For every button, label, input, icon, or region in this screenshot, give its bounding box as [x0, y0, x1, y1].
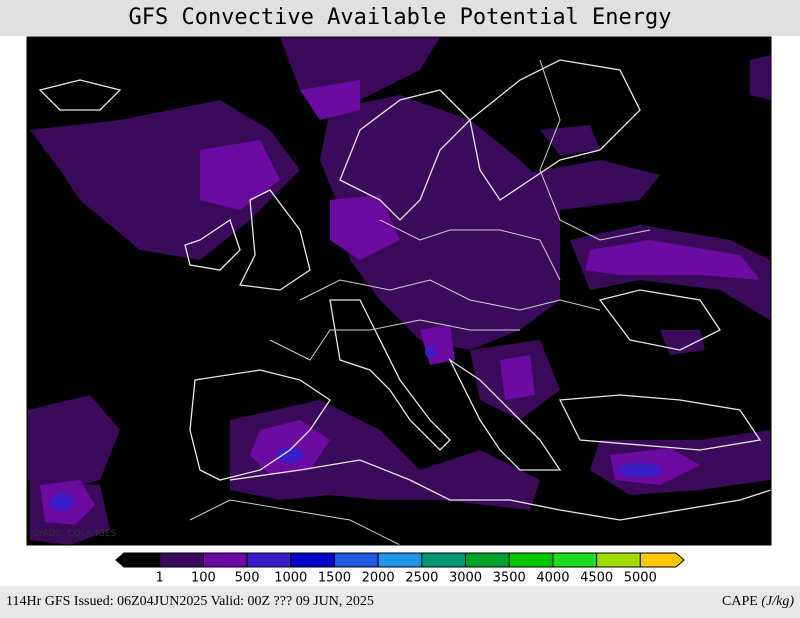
colorbar-segment	[421, 552, 467, 568]
watermark: GrADS: COLA/IGES	[32, 529, 116, 539]
colorbar: 1 100 500 1000 1500 2000 2500 3000 3500 4000 4500 5…	[115, 552, 685, 586]
colorbar-segment	[639, 552, 685, 568]
field-name: CAPE	[722, 594, 758, 609]
cape-high	[50, 346, 662, 511]
cape-mid	[40, 80, 760, 525]
colorbar-label: 1500	[318, 571, 351, 586]
footer-info: 114Hr GFS Issued: 06Z04JUN2025 Valid: 00…	[6, 594, 374, 609]
colorbar-segment	[552, 552, 598, 568]
colorbar-label: 2500	[405, 571, 438, 586]
colorbar-label: 4500	[580, 571, 613, 586]
coastlines	[38, 59, 771, 545]
colorbar-label: 4000	[536, 571, 569, 586]
colorbar-segment	[290, 552, 335, 568]
colorbar-segment	[246, 552, 292, 568]
colorbar-label: 500	[235, 571, 260, 586]
colorbar-segment	[465, 552, 510, 568]
cape-field: GrADS: COLA/IGES	[28, 37, 771, 545]
footer-bar	[0, 586, 800, 618]
map-frame	[26, 36, 772, 546]
colorbar-segment	[159, 552, 204, 568]
colorbar-label: 3000	[449, 571, 482, 586]
colorbar-label: 5000	[624, 571, 657, 586]
colorbar-label: 100	[191, 571, 216, 586]
colorbar-label: 1	[156, 571, 164, 586]
colorbar-segment	[115, 552, 161, 568]
colorbar-segment	[508, 552, 554, 568]
title-bar	[0, 0, 800, 36]
colorbar-segment	[596, 552, 641, 568]
colorbar-segment	[202, 552, 248, 568]
cape-low	[28, 37, 771, 545]
colorbar-label: 1000	[274, 571, 307, 586]
map: GrADS: COLA/IGES	[26, 36, 772, 546]
colorbar-segment	[333, 552, 379, 568]
title: GFS Convective Available Potential Energ…	[128, 5, 671, 30]
field-unit: (J/kg)	[761, 594, 794, 609]
colorbar-label: 2000	[362, 571, 395, 586]
colorbar-segment	[377, 552, 423, 568]
footer-field: CAPE (J/kg)	[722, 594, 794, 609]
colorbar-label: 3500	[493, 571, 526, 586]
